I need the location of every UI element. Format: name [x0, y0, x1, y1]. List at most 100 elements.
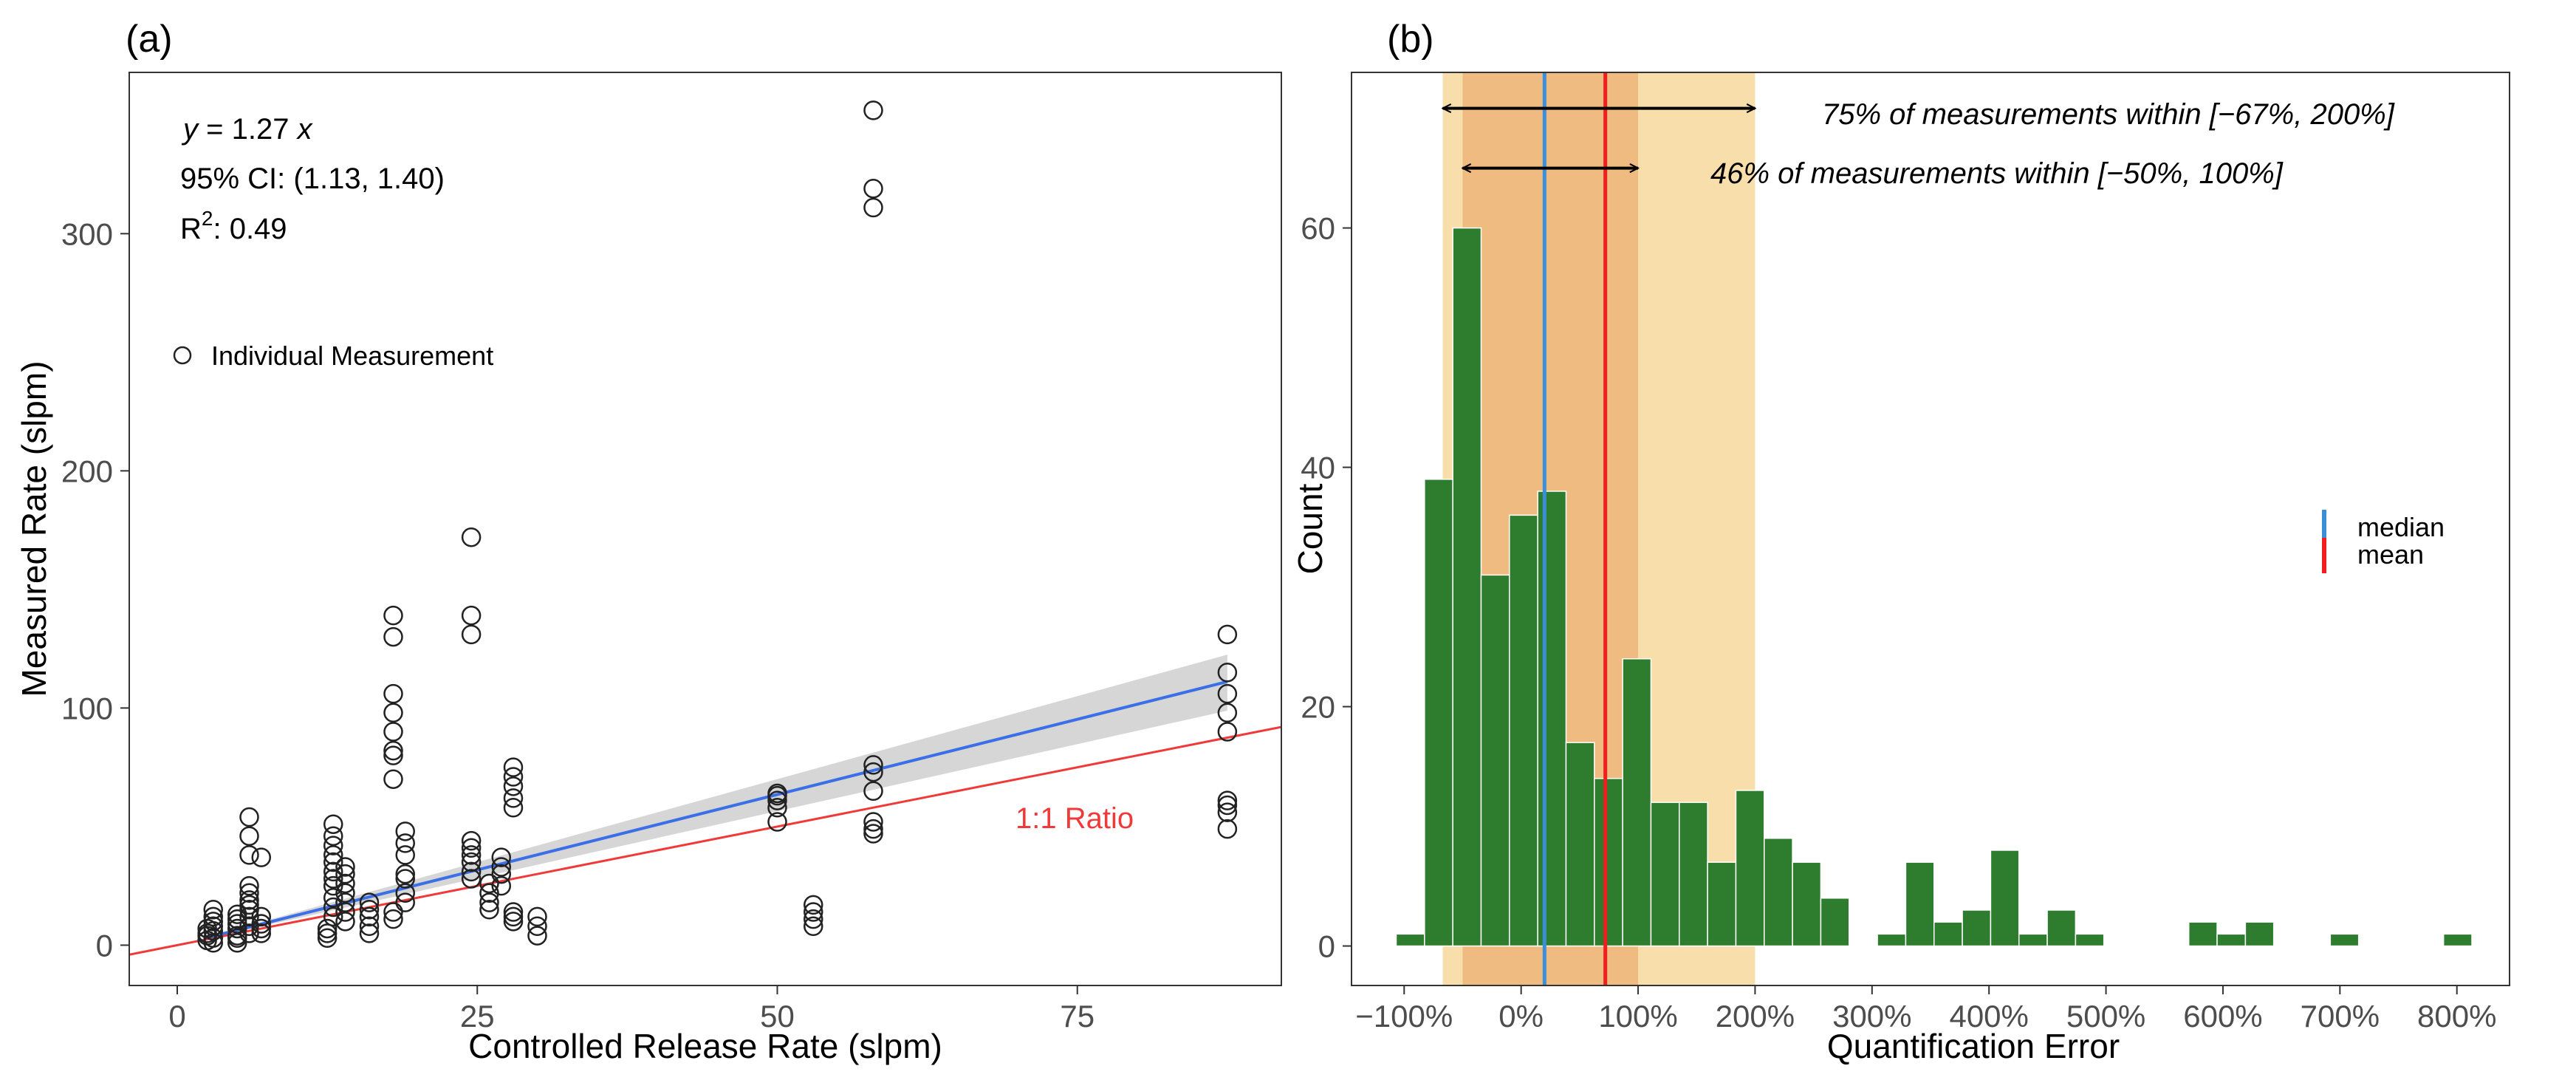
r2-superscript: 2: [202, 207, 213, 230]
histogram-bar: [1792, 861, 1822, 947]
data-point: [239, 890, 259, 910]
data-point: [251, 914, 271, 934]
data-point: [461, 852, 482, 872]
data-point: [335, 857, 355, 877]
data-point: [503, 912, 524, 932]
data-point: [461, 838, 482, 858]
data-point: [767, 790, 787, 810]
data-point: [227, 926, 247, 946]
data-point: [503, 757, 524, 777]
histogram-bar: [2018, 933, 2048, 947]
data-point: [323, 906, 343, 927]
data-point: [203, 928, 223, 949]
data-point: [1217, 662, 1238, 683]
data-point: [1217, 624, 1238, 645]
y-tick-label: 20: [1301, 690, 1335, 725]
data-point: [491, 847, 511, 867]
data-point: [503, 902, 524, 922]
data-point: [804, 895, 823, 915]
panel-b-x-axis-title: Quantification Error: [1827, 1027, 2120, 1065]
y-tick-label: 40: [1301, 451, 1335, 485]
histogram-bar: [1764, 837, 1793, 947]
data-point: [239, 845, 259, 865]
data-point: [863, 819, 883, 839]
data-point: [323, 836, 343, 855]
histogram-bar: [2188, 921, 2218, 947]
data-point: [317, 918, 338, 939]
data-point: [359, 892, 380, 912]
panel-a-plot-area: [129, 100, 1281, 956]
x-tick-label: 100%: [1598, 999, 1677, 1034]
histogram-bar: [1622, 658, 1652, 947]
y-tick-label: 100: [61, 691, 113, 725]
data-point: [203, 900, 223, 920]
data-point: [251, 918, 271, 939]
equation-rhs: x: [296, 113, 314, 146]
data-point: [335, 873, 355, 894]
data-point: [323, 845, 343, 865]
data-point: [383, 626, 403, 647]
histogram-bar: [2442, 933, 2473, 947]
histogram-bar: [1933, 921, 1963, 947]
data-point: [335, 883, 355, 903]
data-point: [461, 830, 482, 851]
data-point: [461, 869, 482, 889]
data-point: [767, 812, 787, 832]
histogram-bar: [2216, 933, 2247, 947]
data-point: [383, 740, 403, 761]
histogram-bar: [1877, 933, 1907, 947]
data-point: [323, 897, 343, 918]
data-point: [395, 821, 415, 841]
data-point: [383, 703, 403, 723]
panel-a-r2: R2: 0.49: [180, 207, 287, 245]
histogram-bar: [1905, 861, 1935, 947]
x-tick-label: 50: [760, 999, 795, 1034]
data-point: [863, 812, 883, 832]
data-point: [461, 605, 482, 626]
data-point: [503, 797, 524, 818]
x-tick-label: 600%: [2183, 999, 2262, 1034]
data-point: [323, 826, 343, 846]
legend-point-marker: [173, 346, 192, 365]
x-tick-label: 0: [168, 999, 185, 1034]
data-point: [527, 906, 547, 927]
panel-b-y-axis-title: Count: [1291, 483, 1329, 574]
x-tick-label: −100%: [1355, 999, 1453, 1034]
panel-b: (b) −100% 0% 100% 200% 300% 400% 500% 600% 700% 8…: [1291, 18, 2510, 1065]
x-tick-label: 300%: [1832, 999, 1911, 1034]
data-point: [203, 906, 223, 927]
data-point: [239, 916, 259, 936]
x-tick-label: 25: [460, 999, 495, 1034]
data-point: [395, 845, 415, 865]
data-point: [203, 932, 223, 953]
data-point: [239, 826, 259, 846]
ci-band: [207, 655, 1227, 939]
r2-value: : 0.49: [213, 213, 287, 245]
data-point: [239, 906, 259, 927]
data-point: [1217, 819, 1238, 839]
data-point: [323, 852, 343, 872]
panel-a-axes: 0 25 50 75 0 100 200 300: [61, 216, 1095, 1034]
histogram-bar: [1424, 479, 1453, 947]
data-point: [1217, 683, 1238, 704]
data-point: [863, 824, 883, 844]
data-point: [359, 900, 380, 920]
panel-b-frame: [1351, 72, 2510, 986]
data-point: [804, 916, 823, 936]
y-tick-label: 200: [61, 454, 113, 488]
y-tick-label: 60: [1301, 211, 1335, 246]
data-point: [1217, 790, 1238, 810]
data-point: [227, 904, 247, 924]
data-point: [317, 928, 338, 949]
data-point: [323, 814, 343, 834]
data-point: [335, 912, 355, 932]
data-point: [239, 895, 259, 915]
data-point: [239, 883, 259, 903]
x-tick-label: 400%: [1949, 999, 2028, 1034]
data-point: [461, 861, 482, 882]
histogram-bar: [1650, 802, 1680, 947]
data-point: [359, 916, 380, 936]
x-tick-label: 800%: [2417, 999, 2496, 1034]
legend-mean-label: mean: [2357, 539, 2424, 570]
data-point: [527, 926, 547, 946]
